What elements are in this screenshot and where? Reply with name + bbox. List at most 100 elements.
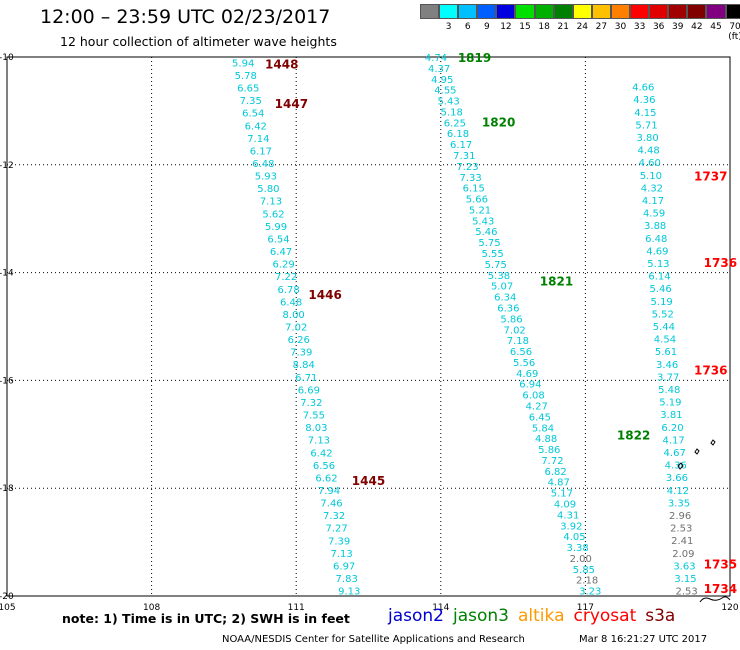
- wave-height-label: 7.32: [323, 511, 345, 522]
- wave-height-label: 6.45: [529, 412, 551, 423]
- wave-height-label: 4.88: [535, 434, 557, 445]
- pass-time-label: 1819: [458, 51, 491, 65]
- wave-height-label: 8.84: [293, 360, 315, 371]
- legend-cell: 45: [706, 4, 726, 42]
- wave-height-label: 2.41: [671, 536, 693, 547]
- wave-height-label: 7.94: [318, 486, 340, 497]
- legend-swatch: [496, 4, 516, 19]
- legend-label: 39: [672, 22, 684, 32]
- pass-time-label: 1734: [704, 582, 737, 596]
- wave-height-label: 6.48: [252, 159, 274, 170]
- wave-height-label: 5.52: [652, 309, 674, 320]
- wave-height-label: 4.55: [434, 86, 456, 97]
- legend-label: 45: [710, 22, 722, 32]
- wave-height-label: 5.71: [635, 120, 657, 131]
- y-tick-label: -10: [0, 53, 14, 63]
- coastline-island: [710, 439, 716, 446]
- wave-height-label: 6.48: [280, 297, 302, 308]
- x-tick-label: 117: [577, 603, 594, 613]
- wave-height-label: 6.17: [250, 146, 272, 157]
- pass-time-label: 1445: [352, 474, 385, 488]
- y-tick-label: -16: [0, 376, 14, 386]
- wave-height-label: 5.86: [538, 445, 560, 456]
- legend-cell: 18: [534, 4, 554, 42]
- wave-height-label: 3.80: [636, 133, 658, 144]
- legend-label: 3: [445, 22, 452, 32]
- wave-height-label: 8.00: [283, 310, 305, 321]
- wave-height-label: 5.46: [649, 284, 671, 295]
- wave-height-label: 5.10: [640, 171, 662, 182]
- legend-swatch: [477, 4, 497, 19]
- wave-height-label: 5.80: [257, 184, 279, 195]
- x-tick-label: 120: [721, 603, 738, 613]
- footer-timestamp: Mar 8 16:21:27 UTC 2017: [579, 634, 708, 645]
- wave-height-label: 3.23: [579, 587, 601, 598]
- wave-height-label: 5.78: [235, 71, 257, 82]
- wave-height-label: 4.12: [667, 486, 689, 497]
- legend-label: 27: [595, 22, 608, 32]
- legend-label: 36: [652, 22, 665, 32]
- satellite-legend-item: s3a: [645, 606, 676, 626]
- wave-height-label: 2.53: [675, 587, 697, 598]
- wave-height-label: 3.15: [674, 574, 696, 585]
- chart-title: 12:00 – 23:59 UTC 02/23/2017: [40, 6, 331, 28]
- wave-height-label: 5.38: [488, 271, 510, 282]
- legend-label: 21: [557, 22, 569, 32]
- wave-height-label: 6.94: [519, 380, 541, 391]
- wave-height-label: 5.48: [658, 385, 680, 396]
- wave-height-label: 5.43: [472, 216, 494, 227]
- wave-height-label: 5.43: [437, 97, 459, 108]
- wave-height-label: 7.39: [328, 536, 350, 547]
- wave-height-label: 8.03: [305, 423, 327, 434]
- legend-swatch: [687, 4, 707, 19]
- legend-label: 9: [483, 22, 490, 32]
- wave-height-label: 6.08: [522, 391, 544, 402]
- wave-height-label: 6.29: [272, 260, 294, 271]
- wave-height-label: 5.99: [265, 222, 287, 233]
- legend-swatch: [572, 4, 592, 19]
- wave-height-label: 6.18: [447, 129, 469, 140]
- wave-height-label: 6.54: [242, 109, 264, 120]
- legend-cell: [420, 4, 440, 42]
- wave-height-label: 5.46: [475, 227, 497, 238]
- wave-height-label: 7.22: [275, 272, 297, 283]
- wave-height-label: 5.84: [532, 423, 554, 434]
- wave-height-label: 6.14: [648, 272, 670, 283]
- pass-time-label: 1448: [265, 57, 298, 71]
- satellite-legend-item: jason2: [388, 606, 444, 626]
- wave-height-label: 3.88: [644, 221, 666, 232]
- wave-height-label: 2.09: [672, 549, 694, 560]
- wave-height-label: 7.32: [300, 398, 322, 409]
- wave-height-label: 6.26: [288, 335, 310, 346]
- legend-cell: 21: [553, 4, 573, 42]
- wave-height-label: 7.55: [303, 411, 325, 422]
- satellite-legend-item: altika: [518, 606, 565, 626]
- wave-height-label: 4.36: [665, 461, 687, 472]
- wave-height-label: 7.18: [507, 336, 529, 347]
- wave-height-label: 6.42: [245, 121, 267, 132]
- wave-height-label: 5.94: [232, 58, 254, 69]
- y-tick-label: -20: [0, 592, 14, 602]
- wave-height-label: 4.17: [642, 196, 664, 207]
- x-tick-label: 111: [288, 603, 305, 613]
- legend-swatch: [649, 4, 669, 19]
- legend-cell: 36: [649, 4, 669, 42]
- legend-cell: 39: [668, 4, 688, 42]
- wave-height-label: 4.27: [526, 401, 548, 412]
- wave-height-label: 3.92: [560, 521, 582, 532]
- wave-height-label: 4.09: [554, 499, 576, 510]
- wave-height-label: 5.61: [655, 347, 677, 358]
- wave-height-label: 5.18: [441, 107, 463, 118]
- wave-height-label: 6.20: [661, 423, 683, 434]
- wave-height-label: 7.02: [504, 325, 526, 336]
- pass-time-label: 1735: [704, 558, 737, 572]
- coastline-island: [694, 448, 700, 455]
- wave-height-label: 5.17: [551, 489, 573, 500]
- wave-height-label: 3.35: [668, 498, 690, 509]
- wave-height-label: 3.77: [657, 372, 679, 383]
- wave-height-label: 6.65: [237, 84, 259, 95]
- legend-swatch: [534, 4, 554, 19]
- wave-height-label: 6.56: [510, 347, 532, 358]
